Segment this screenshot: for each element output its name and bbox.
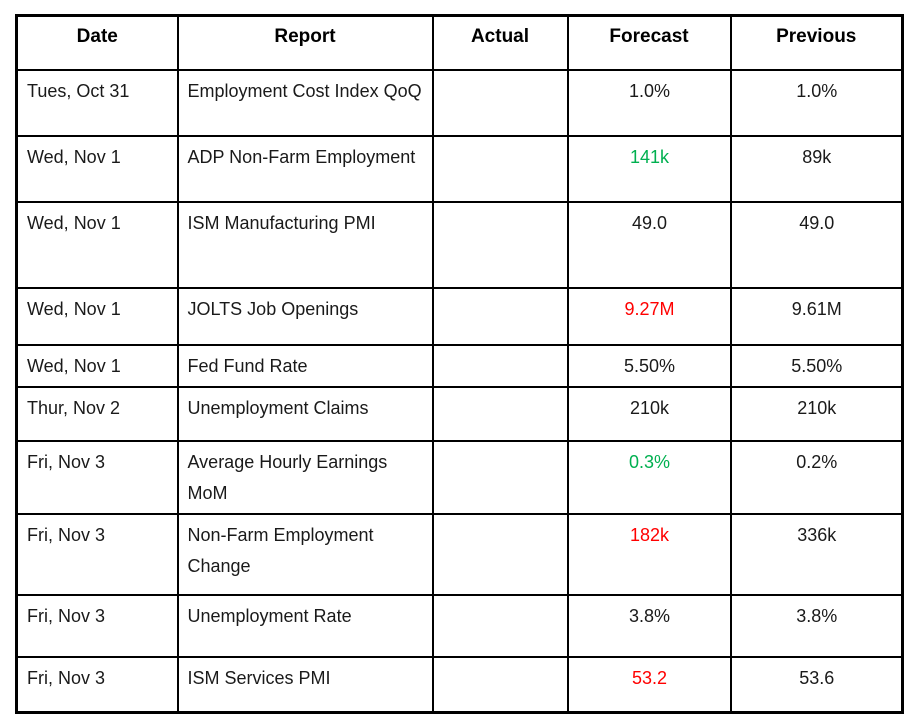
column-header-date: Date [15, 14, 179, 71]
table-row: Wed, Nov 1 ISM Manufacturing PMI 49.0 49.0 [15, 200, 904, 289]
previous-cell: 53.6 [729, 655, 904, 714]
forecast-cell: 141k [566, 134, 732, 203]
previous-cell: 5.50% [729, 343, 904, 388]
table-row: Fri, Nov 3 Average Hourly Earnings MoM 0.3… [15, 439, 904, 515]
previous-cell: 210k [729, 385, 904, 442]
previous-cell: 89k [729, 134, 904, 203]
forecast-cell: 0.3% [566, 439, 732, 515]
column-header-previous: Previous [729, 14, 904, 71]
header-row: Date Report Actual Forecast Previous [15, 14, 904, 71]
previous-cell: 9.61M [729, 286, 904, 346]
report-cell: Unemployment Claims [176, 385, 434, 442]
economic-calendar-table: Date Report Actual Forecast Previous Tue… [15, 14, 904, 714]
forecast-cell: 210k [566, 385, 732, 442]
forecast-cell: 3.8% [566, 593, 732, 658]
previous-cell: 3.8% [729, 593, 904, 658]
actual-cell [431, 134, 569, 203]
column-header-report: Report [176, 14, 434, 71]
table-row: Wed, Nov 1 ADP Non-Farm Employment 141k 89k [15, 134, 904, 203]
forecast-cell: 49.0 [566, 200, 732, 289]
forecast-cell: 9.27M [566, 286, 732, 346]
table-row: Wed, Nov 1 Fed Fund Rate 5.50% 5.50% [15, 343, 904, 388]
actual-cell [431, 286, 569, 346]
actual-cell [431, 343, 569, 388]
report-cell: ISM Services PMI [176, 655, 434, 714]
date-cell: Fri, Nov 3 [15, 439, 179, 515]
date-cell: Wed, Nov 1 [15, 343, 179, 388]
actual-cell [431, 655, 569, 714]
forecast-cell: 53.2 [566, 655, 732, 714]
column-header-forecast: Forecast [566, 14, 732, 71]
actual-cell [431, 512, 569, 596]
report-cell: Non-Farm Employment Change [176, 512, 434, 596]
actual-cell [431, 439, 569, 515]
report-cell: JOLTS Job Openings [176, 286, 434, 346]
table-body: Tues, Oct 31 Employment Cost Index QoQ 1.0… [15, 68, 904, 714]
actual-cell [431, 593, 569, 658]
report-cell: ADP Non-Farm Employment [176, 134, 434, 203]
date-cell: Wed, Nov 1 [15, 200, 179, 289]
actual-cell [431, 200, 569, 289]
date-cell: Fri, Nov 3 [15, 655, 179, 714]
table-row: Fri, Nov 3 Non-Farm Employment Change 182k… [15, 512, 904, 596]
table-row: Fri, Nov 3 Unemployment Rate 3.8% 3.8% [15, 593, 904, 658]
previous-cell: 1.0% [729, 68, 904, 137]
actual-cell [431, 68, 569, 137]
table-row: Thur, Nov 2 Unemployment Claims 210k 210k [15, 385, 904, 442]
report-cell: Unemployment Rate [176, 593, 434, 658]
forecast-cell: 182k [566, 512, 732, 596]
previous-cell: 336k [729, 512, 904, 596]
report-cell: Employment Cost Index QoQ [176, 68, 434, 137]
date-cell: Fri, Nov 3 [15, 593, 179, 658]
actual-cell [431, 385, 569, 442]
date-cell: Thur, Nov 2 [15, 385, 179, 442]
table-row: Fri, Nov 3 ISM Services PMI 53.2 53.6 [15, 655, 904, 714]
forecast-cell: 1.0% [566, 68, 732, 137]
date-cell: Fri, Nov 3 [15, 512, 179, 596]
report-cell: Fed Fund Rate [176, 343, 434, 388]
table-row: Tues, Oct 31 Employment Cost Index QoQ 1.0… [15, 68, 904, 137]
table-row: Wed, Nov 1 JOLTS Job Openings 9.27M 9.61M [15, 286, 904, 346]
forecast-cell: 5.50% [566, 343, 732, 388]
date-cell: Wed, Nov 1 [15, 134, 179, 203]
column-header-actual: Actual [431, 14, 569, 71]
report-cell: ISM Manufacturing PMI [176, 200, 434, 289]
report-cell: Average Hourly Earnings MoM [176, 439, 434, 515]
date-cell: Tues, Oct 31 [15, 68, 179, 137]
previous-cell: 0.2% [729, 439, 904, 515]
previous-cell: 49.0 [729, 200, 904, 289]
date-cell: Wed, Nov 1 [15, 286, 179, 346]
